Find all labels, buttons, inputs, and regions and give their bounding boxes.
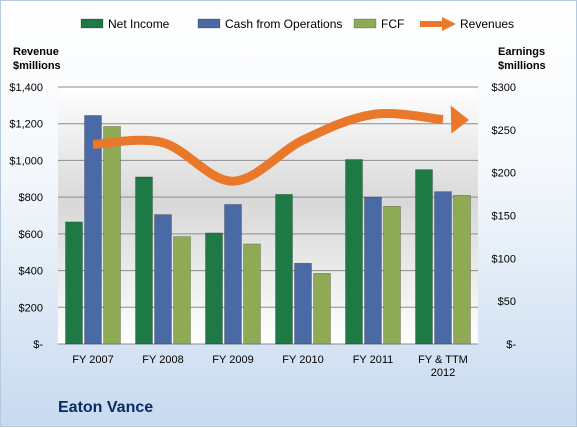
- bar-cash-from-operations: [294, 262, 312, 345]
- bar-fcf: [243, 243, 261, 345]
- y2-tick-label: $100: [492, 253, 516, 265]
- y2-tick-label: $200: [492, 168, 516, 180]
- x-tick-label: FY 2009: [212, 354, 253, 366]
- x-tick-label: FY 2008: [142, 354, 183, 366]
- x-tick-label: FY 2007: [72, 354, 113, 366]
- bar-cash-from-operations: [224, 204, 242, 345]
- y2-tick-label: $50: [498, 296, 516, 308]
- bar-fcf: [103, 126, 121, 345]
- bar-cash-from-operations: [434, 191, 452, 345]
- legend-swatch-fcf: [353, 18, 377, 29]
- legend-swatch-net-income: [80, 18, 104, 29]
- y-tick-label: $1,200: [9, 119, 43, 131]
- x-tick-label: FY 2010: [282, 354, 323, 366]
- legend-label-cash-from-operations: Cash from Operations: [225, 17, 342, 31]
- arrow-head-revenues: [450, 105, 469, 134]
- left-axis-title: Revenue $millions: [13, 46, 61, 72]
- chart-title: Eaton Vance: [58, 399, 154, 416]
- y2-tick-label: $150: [492, 211, 516, 223]
- y-tick-label: $400: [19, 266, 43, 278]
- y2-tick-label: $300: [492, 82, 516, 94]
- series-line-revenues: [92, 109, 444, 186]
- x-tick-label: FY 2011: [353, 354, 394, 366]
- bar-cash-from-operations: [364, 196, 382, 345]
- y2-tick-label: $250: [492, 125, 516, 137]
- legend-arrow-revenues: [442, 17, 456, 31]
- bar-fcf: [383, 206, 401, 345]
- y2-tick-label: $-: [506, 339, 516, 351]
- y-tick-label: $1,400: [9, 82, 43, 94]
- y-tick-label: $1,000: [9, 155, 43, 167]
- bar-cash-from-operations: [84, 115, 102, 345]
- bar-fcf: [313, 273, 331, 345]
- bar-net-income: [345, 159, 363, 345]
- y-tick-label: $200: [19, 302, 43, 314]
- y-tick-label: $800: [19, 192, 43, 204]
- bar-net-income: [205, 232, 223, 345]
- bar-net-income: [275, 194, 293, 345]
- y-tick-label: $-: [33, 339, 43, 351]
- bar-net-income: [135, 176, 153, 345]
- bar-net-income: [65, 221, 83, 345]
- bar-fcf: [173, 236, 191, 345]
- legend-swatch-cash-from-operations: [197, 18, 221, 29]
- legend-label-fcf: FCF: [381, 17, 404, 31]
- y-tick-label: $600: [19, 229, 43, 241]
- legend-label-revenues: Revenues: [460, 17, 514, 31]
- bar-net-income: [415, 169, 433, 345]
- bar-cash-from-operations: [154, 214, 172, 345]
- x-tick-label: FY & TTM 2012: [418, 354, 468, 379]
- right-axis-title: Earnings $millions: [498, 46, 546, 72]
- plot-area: [58, 87, 478, 344]
- legend-label-net-income: Net Income: [108, 17, 170, 31]
- bar-fcf: [453, 195, 471, 345]
